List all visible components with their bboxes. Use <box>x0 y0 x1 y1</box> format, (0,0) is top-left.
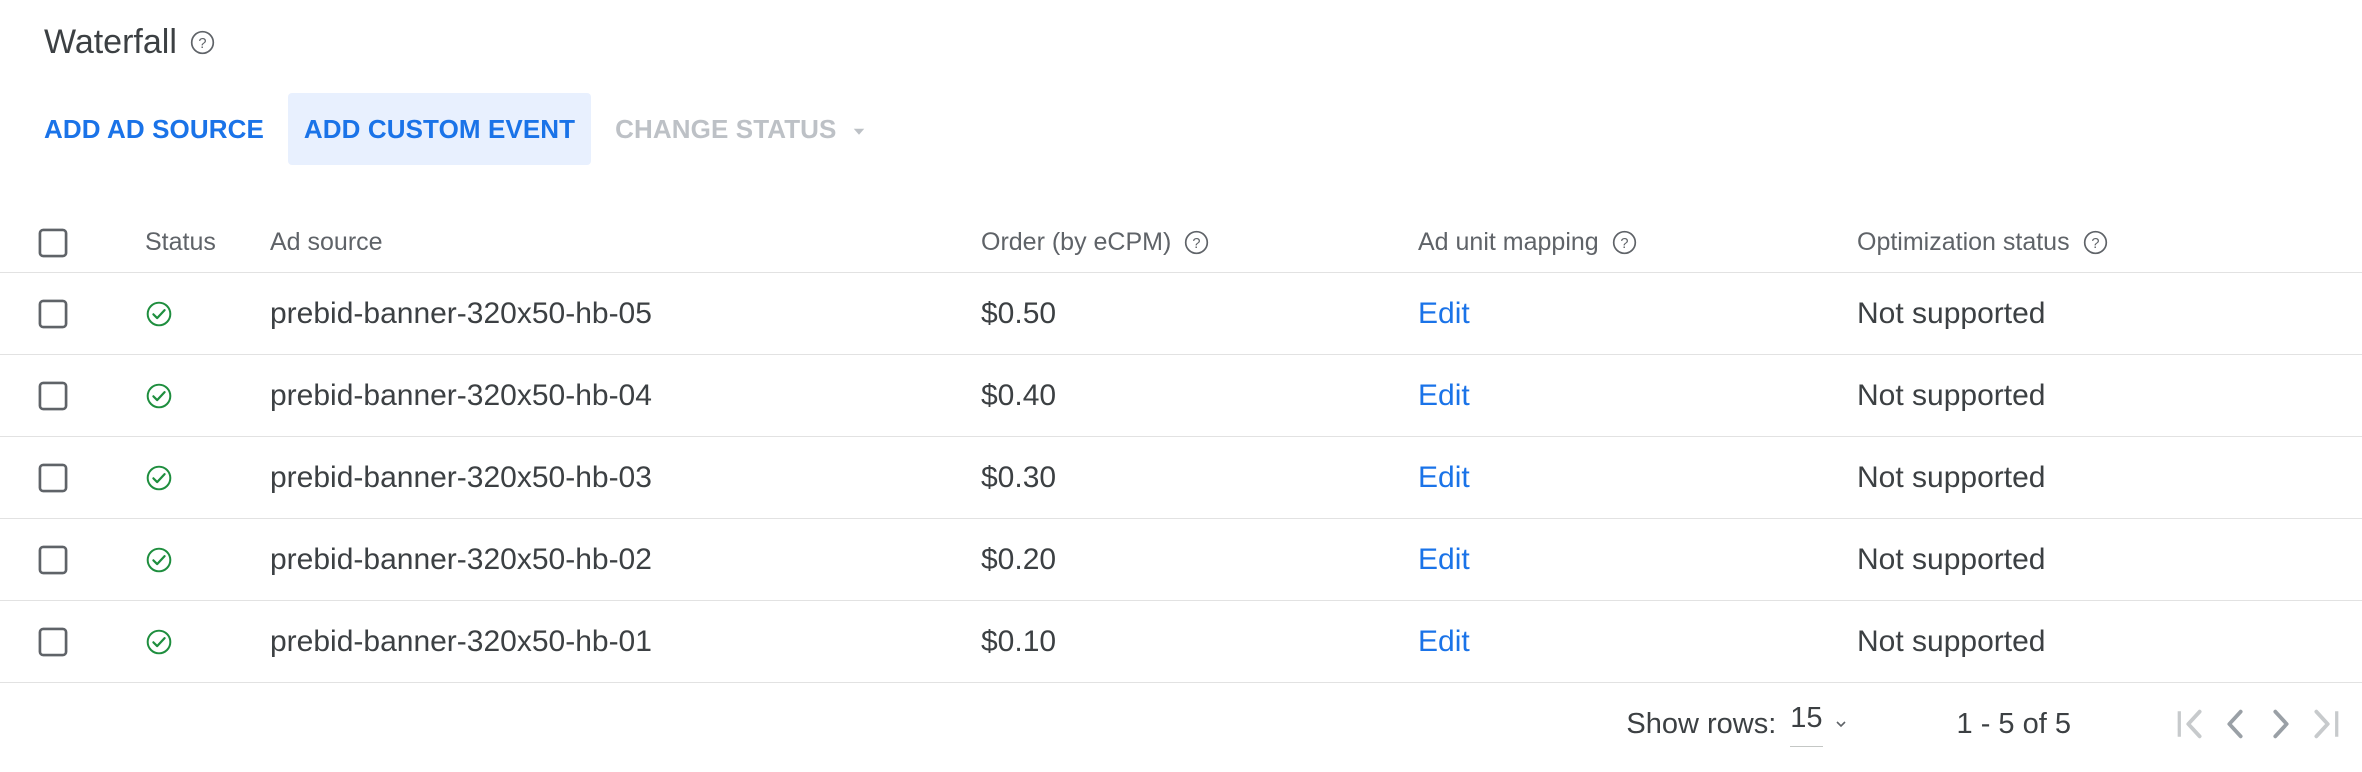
svg-text:?: ? <box>1620 236 1628 252</box>
svg-text:?: ? <box>2091 236 2099 252</box>
svg-text:?: ? <box>198 36 206 52</box>
svg-text:?: ? <box>1193 236 1201 252</box>
